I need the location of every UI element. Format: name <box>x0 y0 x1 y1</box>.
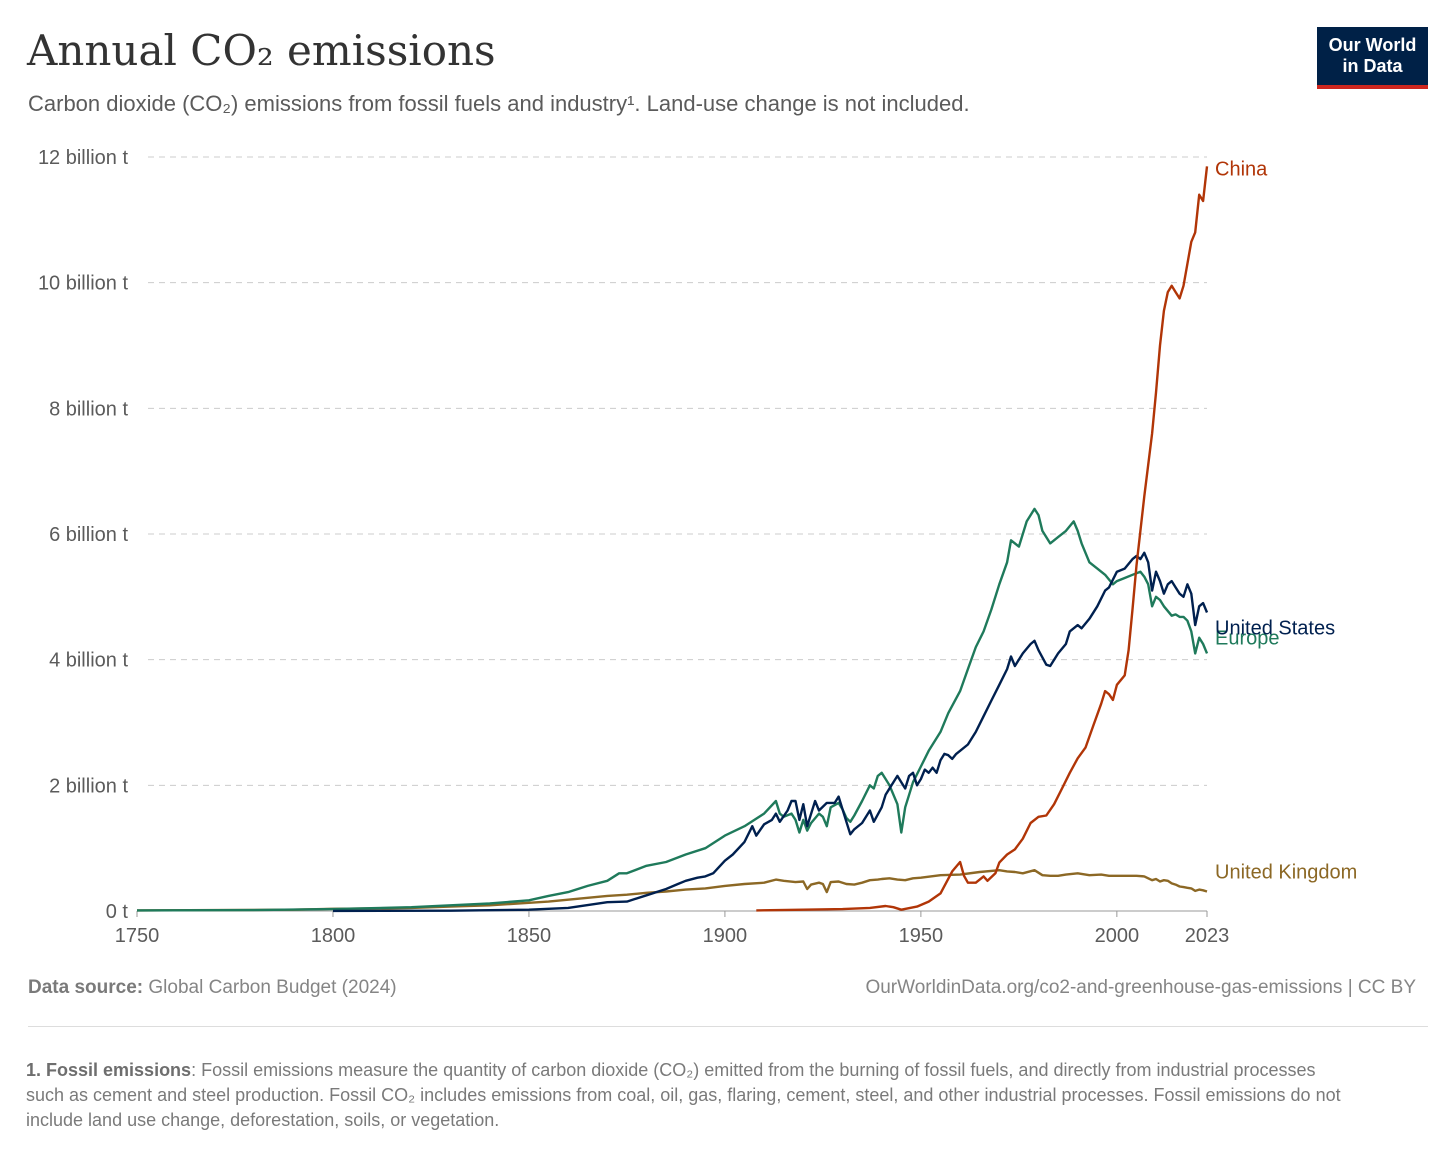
footnote-label: 1. Fossil emissions <box>26 1060 192 1080</box>
series-label-china[interactable]: China <box>1215 158 1268 180</box>
x-tick-label: 1900 <box>703 925 748 947</box>
x-tick-label: 1850 <box>507 925 552 947</box>
x-tick-label: 2023 <box>1185 925 1230 947</box>
series-line-united-kingdom[interactable] <box>136 869 1208 912</box>
y-tick-label: 8 billion t <box>49 398 128 420</box>
footnote-text: : Fossil emissions measure the quantity … <box>26 1060 1341 1130</box>
chart-title: Annual CO₂ emissions <box>27 26 496 75</box>
series-line-united-states[interactable] <box>332 551 1209 913</box>
y-tick-label: 2 billion t <box>49 775 128 797</box>
owid-logo[interactable]: Our World in Data <box>1317 27 1428 89</box>
y-tick-label: 0 t <box>106 901 129 923</box>
footer-divider <box>28 1026 1428 1027</box>
data-source-label: Data source: <box>28 977 144 998</box>
series-line-europe[interactable] <box>136 507 1209 912</box>
chart-subtitle: Carbon dioxide (CO₂) emissions from foss… <box>28 91 970 116</box>
source-url-link[interactable]: OurWorldinData.org/co2-and-greenhouse-ga… <box>865 977 1416 998</box>
data-source: Data source: Global Carbon Budget (2024) <box>28 977 397 999</box>
y-axis: 0 t 2 billion t 4 billion t 6 billion t 8 bi… <box>38 147 129 923</box>
logo-line-2: in Data <box>1342 56 1403 76</box>
logo-line-1: Our World <box>1328 35 1417 55</box>
series-line-china[interactable] <box>756 166 1209 912</box>
x-tick-label: 1750 <box>115 925 160 947</box>
series-label-united-states[interactable]: United States <box>1215 618 1335 640</box>
logo-accent-bar <box>1317 85 1428 89</box>
y-tick-label: 4 billion t <box>49 650 128 672</box>
footnote: 1. Fossil emissions: Fossil emissions me… <box>26 1058 1356 1133</box>
x-axis: 1750 1800 1850 1900 1950 2000 2023 <box>115 910 1230 947</box>
grid-lines <box>148 156 1207 786</box>
series-label-europe[interactable]: Europe <box>1215 627 1280 649</box>
x-tick-label: 1800 <box>311 925 356 947</box>
y-tick-label: 12 billion t <box>38 147 129 169</box>
series-lines <box>136 166 1209 913</box>
emissions-line-chart: 0 t 2 billion t 4 billion t 6 billion t 8 bi… <box>38 147 1357 947</box>
y-tick-label: 6 billion t <box>49 524 128 546</box>
data-source-text[interactable]: Global Carbon Budget (2024) <box>148 977 397 998</box>
x-tick-label: 2000 <box>1095 925 1140 947</box>
series-label-united-kingdom[interactable]: United Kingdom <box>1215 862 1357 884</box>
y-tick-label: 10 billion t <box>38 273 129 295</box>
x-tick-label: 1950 <box>899 925 944 947</box>
